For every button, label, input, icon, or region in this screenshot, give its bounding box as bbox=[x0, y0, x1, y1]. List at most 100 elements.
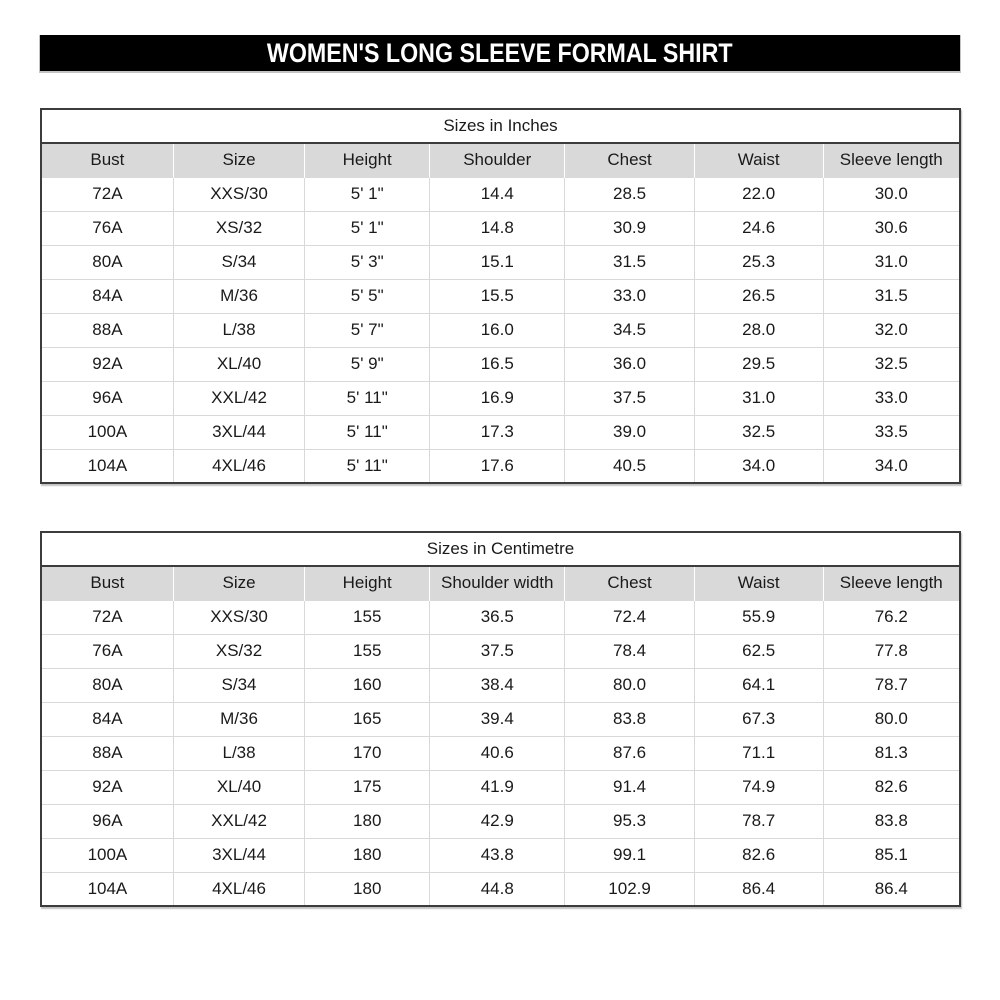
table-cell: 31.0 bbox=[693, 380, 824, 415]
table-row: 80A S/34 160 38.4 80.0 64.1 78.7 bbox=[41, 667, 960, 702]
table-cell: 37.5 bbox=[564, 380, 695, 415]
table-cell: 80A bbox=[41, 244, 174, 279]
table-cell: 4XL/46 bbox=[172, 871, 305, 906]
table-cell: 78.4 bbox=[564, 633, 695, 668]
table-cell: 32.0 bbox=[822, 312, 960, 347]
column-header: Shoulder bbox=[429, 143, 565, 177]
table-cell: 104A bbox=[41, 448, 174, 483]
table-cell: 92A bbox=[41, 346, 174, 381]
table-cell: 83.8 bbox=[564, 701, 695, 736]
table-cell: 180 bbox=[304, 803, 430, 838]
table-cell: 76.2 bbox=[822, 599, 960, 634]
table-cell: 170 bbox=[304, 735, 430, 770]
table-cell: 67.3 bbox=[693, 701, 824, 736]
table-cell: 33.5 bbox=[822, 414, 960, 449]
table-cell: 28.0 bbox=[693, 312, 824, 347]
column-header: Height bbox=[304, 143, 430, 177]
table-cell: 32.5 bbox=[693, 414, 824, 449]
table-cell: 82.6 bbox=[693, 837, 824, 872]
table-cell: 86.4 bbox=[693, 871, 824, 906]
table-cell: S/34 bbox=[172, 667, 305, 702]
table-row: 104A 4XL/46 5' 11" 17.6 40.5 34.0 34.0 bbox=[41, 448, 960, 483]
table-cell: 160 bbox=[304, 667, 430, 702]
table-cell: 41.9 bbox=[429, 769, 565, 804]
table-cell: 30.9 bbox=[564, 210, 695, 245]
table-cell: 39.4 bbox=[429, 701, 565, 736]
table-cell: 83.8 bbox=[822, 803, 960, 838]
table-cell: 175 bbox=[304, 769, 430, 804]
table-cell: 64.1 bbox=[693, 667, 824, 702]
table-cell: 5' 1" bbox=[304, 176, 430, 211]
table-cell: 104A bbox=[41, 871, 174, 906]
table-cell: 95.3 bbox=[564, 803, 695, 838]
table-cell: 99.1 bbox=[564, 837, 695, 872]
table-cell: 14.4 bbox=[429, 176, 565, 211]
table-cell: 62.5 bbox=[693, 633, 824, 668]
table-cell: 24.6 bbox=[693, 210, 824, 245]
column-header: Waist bbox=[693, 566, 824, 600]
table-cell: XS/32 bbox=[172, 210, 305, 245]
table-cell: 72A bbox=[41, 176, 174, 211]
table-cell: 31.5 bbox=[822, 278, 960, 313]
table-cell: 32.5 bbox=[822, 346, 960, 381]
table-row: 84A M/36 5' 5" 15.5 33.0 26.5 31.5 bbox=[41, 278, 960, 313]
column-header: Waist bbox=[693, 143, 824, 177]
table-cell: 71.1 bbox=[693, 735, 824, 770]
table-cell: 85.1 bbox=[822, 837, 960, 872]
table-caption-row: Sizes in Centimetre bbox=[41, 532, 960, 567]
table-row: 92A XL/40 5' 9" 16.5 36.0 29.5 32.5 bbox=[41, 346, 960, 381]
table-cell: 165 bbox=[304, 701, 430, 736]
table-cell: M/36 bbox=[172, 278, 305, 313]
column-header: Height bbox=[304, 566, 430, 600]
table-cell: 34.5 bbox=[564, 312, 695, 347]
column-header: Size bbox=[172, 143, 305, 177]
table-caption-row: Sizes in Inches bbox=[41, 109, 960, 144]
table-cell: 100A bbox=[41, 414, 174, 449]
table-cell: 77.8 bbox=[822, 633, 960, 668]
table-cell: 180 bbox=[304, 837, 430, 872]
table-cell: M/36 bbox=[172, 701, 305, 736]
table-cell: 155 bbox=[304, 599, 430, 634]
table-cell: 5' 11" bbox=[304, 448, 430, 483]
column-header: Bust bbox=[41, 566, 174, 600]
table-cell: XXS/30 bbox=[172, 176, 305, 211]
table-row: 96A XXL/42 180 42.9 95.3 78.7 83.8 bbox=[41, 803, 960, 838]
table-header-row: Bust Size Height Shoulder Chest Waist Sleeve l… bbox=[41, 143, 960, 177]
table-cell: 88A bbox=[41, 735, 174, 770]
table-cell: 81.3 bbox=[822, 735, 960, 770]
table-cell: 17.6 bbox=[429, 448, 565, 483]
table-cell: 84A bbox=[41, 701, 174, 736]
table-cell: 76A bbox=[41, 633, 174, 668]
table-cell: 55.9 bbox=[693, 599, 824, 634]
table-row: 104A 4XL/46 180 44.8 102.9 86.4 86.4 bbox=[41, 871, 960, 906]
table-cell: 33.0 bbox=[564, 278, 695, 313]
table-cell: 3XL/44 bbox=[172, 837, 305, 872]
table-cell: L/38 bbox=[172, 312, 305, 347]
table-cell: 31.0 bbox=[822, 244, 960, 279]
table-cell: 100A bbox=[41, 837, 174, 872]
table-row: 84A M/36 165 39.4 83.8 67.3 80.0 bbox=[41, 701, 960, 736]
table-cell: 30.0 bbox=[822, 176, 960, 211]
table-cell: 25.3 bbox=[693, 244, 824, 279]
table-row: 96A XXL/42 5' 11" 16.9 37.5 31.0 33.0 bbox=[41, 380, 960, 415]
table-cell: 34.0 bbox=[693, 448, 824, 483]
table-cell: 96A bbox=[41, 803, 174, 838]
table-row: 76A XS/32 155 37.5 78.4 62.5 77.8 bbox=[41, 633, 960, 668]
table-cell: 80.0 bbox=[822, 701, 960, 736]
page-title: WOMEN'S LONG SLEEVE FORMAL SHIRT bbox=[267, 37, 733, 68]
table-cell: 87.6 bbox=[564, 735, 695, 770]
table-cell: 88A bbox=[41, 312, 174, 347]
table-cell: 5' 3" bbox=[304, 244, 430, 279]
column-header: Chest bbox=[564, 566, 695, 600]
table-cell: 40.6 bbox=[429, 735, 565, 770]
table-cell: 72.4 bbox=[564, 599, 695, 634]
table-cell: XL/40 bbox=[172, 769, 305, 804]
table-cell: 5' 9" bbox=[304, 346, 430, 381]
table-cell: 3XL/44 bbox=[172, 414, 305, 449]
table-cell: 40.5 bbox=[564, 448, 695, 483]
table-cell: 36.0 bbox=[564, 346, 695, 381]
table-cell: 5' 1" bbox=[304, 210, 430, 245]
table-cell: 78.7 bbox=[822, 667, 960, 702]
table-row: 72A XXS/30 5' 1" 14.4 28.5 22.0 30.0 bbox=[41, 176, 960, 211]
